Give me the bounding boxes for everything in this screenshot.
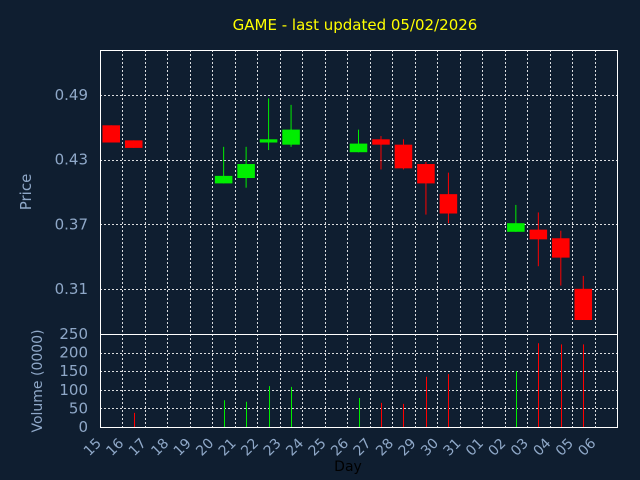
candle-body bbox=[349, 143, 368, 153]
volume-axis-label: Volume (0000) bbox=[30, 329, 46, 432]
volume-y-tick-label: 250 bbox=[59, 325, 88, 343]
volume-y-tick-label: 0 bbox=[78, 418, 88, 436]
candle-body bbox=[417, 164, 435, 184]
candle-body bbox=[282, 129, 300, 145]
x-tick-labels: 1516171819202122232425262728293031010203… bbox=[81, 435, 599, 459]
plot-frames bbox=[100, 50, 618, 428]
chart-title: GAME - last updated 05/02/2026 bbox=[233, 16, 478, 34]
candle-body bbox=[372, 139, 390, 145]
candle-body bbox=[394, 144, 413, 169]
price-y-tick-label: 0.31 bbox=[55, 280, 88, 298]
candle-body bbox=[237, 164, 255, 179]
volume-y-tick-label: 50 bbox=[69, 399, 88, 417]
candle-body bbox=[507, 223, 525, 232]
price-y-tick-labels: 0.49 0.43 0.37 0.31 bbox=[55, 86, 88, 298]
candle-body bbox=[124, 140, 143, 148]
candle-body bbox=[574, 288, 593, 321]
volume-plot-frame bbox=[100, 334, 618, 428]
price-y-tick-label: 0.43 bbox=[55, 151, 88, 169]
volume-y-tick-label: 100 bbox=[59, 381, 88, 399]
candle-body bbox=[214, 175, 233, 184]
candle-body bbox=[439, 194, 458, 214]
volume-y-tick-label: 150 bbox=[59, 362, 88, 380]
candle-body bbox=[259, 139, 278, 143]
volume-gridlines bbox=[100, 334, 617, 427]
x-axis-label: Day bbox=[334, 459, 362, 475]
candle-body bbox=[529, 229, 548, 240]
price-y-tick-label: 0.37 bbox=[55, 215, 88, 233]
volume-series bbox=[134, 343, 584, 427]
price-gridlines bbox=[100, 50, 617, 334]
candle-body bbox=[552, 238, 570, 258]
candle-body bbox=[102, 125, 121, 143]
price-y-tick-label: 0.49 bbox=[55, 86, 88, 104]
candlestick-series bbox=[102, 98, 593, 321]
price-axis-label: Price bbox=[17, 174, 35, 211]
volume-y-tick-label: 200 bbox=[59, 344, 88, 362]
